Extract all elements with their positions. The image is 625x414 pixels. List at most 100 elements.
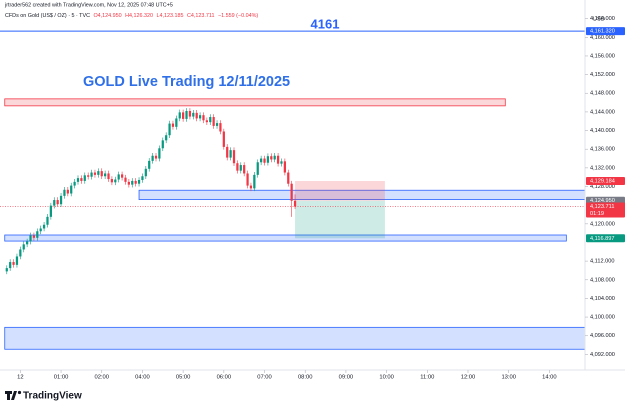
candle-body bbox=[253, 174, 256, 189]
candle-body bbox=[144, 168, 147, 177]
candle-body bbox=[198, 115, 202, 119]
candle-body bbox=[141, 176, 144, 180]
stop-box bbox=[295, 180, 385, 201]
y-unit: USD bbox=[593, 16, 605, 22]
logo-dot bbox=[17, 390, 22, 395]
y-tick-label: 4,160.000 bbox=[590, 35, 615, 41]
y-tick-label: 4,164.000 bbox=[590, 16, 615, 22]
candle-body bbox=[246, 173, 249, 186]
y-tick-label: 4,112.000 bbox=[590, 259, 614, 265]
price-label-text: 4,124.950 bbox=[590, 198, 615, 204]
candle-body bbox=[229, 150, 232, 158]
x-tick-label: 02:00 bbox=[94, 375, 109, 381]
candle-body bbox=[293, 200, 297, 207]
candle-body bbox=[19, 249, 22, 257]
candle-body bbox=[239, 165, 242, 171]
candle-body bbox=[270, 156, 273, 160]
candle-body bbox=[49, 205, 52, 217]
y-tick-label: 4,100.000 bbox=[590, 315, 615, 321]
y-tick-label: 4,148.000 bbox=[590, 91, 615, 97]
x-tick-label: 08:00 bbox=[298, 375, 313, 381]
candle-body bbox=[80, 178, 83, 181]
price-label bbox=[586, 234, 625, 243]
candle-body bbox=[178, 112, 181, 119]
countdown: 01:19 bbox=[590, 211, 604, 217]
candle-body bbox=[158, 148, 161, 159]
x-tick-label: 07:00 bbox=[257, 375, 272, 381]
candle-body bbox=[236, 163, 239, 171]
candle-body bbox=[165, 135, 168, 141]
ohlc-low: L4,123.185 bbox=[157, 13, 184, 19]
price-label-text: 4,161.320 bbox=[590, 29, 615, 35]
candle-body bbox=[93, 172, 97, 175]
candle-body bbox=[185, 110, 188, 119]
candle-body bbox=[46, 216, 49, 225]
candle-body bbox=[26, 241, 29, 245]
price-label bbox=[586, 27, 625, 36]
candle-body bbox=[66, 189, 69, 194]
zone bbox=[4, 326, 586, 350]
candle-body bbox=[32, 235, 36, 238]
candle-body bbox=[212, 117, 215, 126]
candle-body bbox=[263, 158, 266, 163]
candle-body bbox=[59, 195, 63, 205]
candle-body bbox=[161, 140, 164, 149]
target-box bbox=[295, 200, 385, 239]
y-tick-label: 4,132.000 bbox=[590, 165, 615, 171]
price-label bbox=[586, 176, 625, 185]
candle-body bbox=[127, 181, 130, 185]
candle-body bbox=[90, 172, 93, 177]
candle-body bbox=[283, 161, 286, 173]
y-tick-label: 4,156.000 bbox=[590, 53, 615, 59]
candle-body bbox=[175, 118, 178, 127]
candle-body bbox=[100, 171, 103, 177]
candle-body bbox=[97, 171, 100, 175]
candle-body bbox=[273, 155, 276, 160]
horizontal-line-label: 4161 bbox=[311, 17, 340, 32]
candle-body bbox=[151, 155, 154, 161]
candle-body bbox=[56, 200, 59, 205]
candle-body bbox=[53, 200, 56, 206]
candle-body bbox=[154, 155, 158, 159]
candle-body bbox=[287, 172, 290, 184]
candle-body bbox=[137, 179, 141, 184]
x-tick-label: 06:00 bbox=[217, 375, 232, 381]
candle-body bbox=[9, 262, 12, 269]
candle-body bbox=[202, 115, 205, 121]
candle-body bbox=[22, 244, 25, 250]
candle-body bbox=[15, 256, 19, 265]
candle-body bbox=[5, 268, 8, 272]
x-tick-label: 10:00 bbox=[379, 375, 394, 381]
attribution: jrtrader562 created with TradingView.com… bbox=[4, 2, 173, 8]
plot-area: 4161 bbox=[0, 17, 586, 350]
symbol-legend: CFDs on Gold (US$ / OZ) · 5 · TVC O4,124… bbox=[5, 13, 258, 19]
price-label-text: 4,116.897 bbox=[590, 236, 614, 242]
y-tick-label: 4,144.000 bbox=[590, 109, 615, 115]
x-tick-label: 11:00 bbox=[420, 375, 434, 381]
candle-body bbox=[192, 112, 195, 117]
y-tick-label: 4,136.000 bbox=[590, 147, 615, 153]
symbol: CFDs on Gold (US$ / OZ) · 5 · TVC bbox=[5, 13, 90, 19]
y-tick-label: 4,108.000 bbox=[590, 277, 615, 283]
candle-body bbox=[266, 156, 270, 163]
x-tick-label: 12:00 bbox=[461, 375, 476, 381]
candle-body bbox=[290, 183, 293, 201]
candle-body bbox=[256, 162, 259, 175]
y-tick-label: 4,096.000 bbox=[590, 333, 615, 339]
candle-body bbox=[219, 123, 222, 132]
candle-body bbox=[87, 175, 90, 177]
candle-body bbox=[232, 150, 236, 164]
candle-body bbox=[260, 158, 263, 163]
price-label-text: 4,129.184 bbox=[590, 178, 615, 184]
footer-text: TradingView bbox=[23, 391, 82, 402]
footer-logo: TradingView bbox=[5, 391, 82, 402]
candle-body bbox=[104, 173, 107, 177]
candle-body bbox=[168, 123, 171, 136]
candle-body bbox=[280, 161, 283, 164]
ohlc-close: C4,123.711 bbox=[187, 13, 214, 19]
candle-body bbox=[215, 123, 219, 126]
x-tick-label: 12 bbox=[17, 375, 23, 381]
x-tick-label: 04:00 bbox=[135, 375, 150, 381]
y-tick-label: 4,140.000 bbox=[590, 128, 615, 134]
